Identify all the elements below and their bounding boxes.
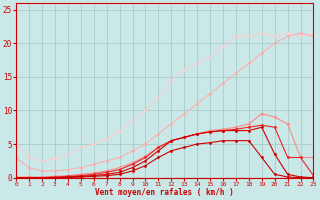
X-axis label: Vent moyen/en rafales ( km/h ): Vent moyen/en rafales ( km/h ): [95, 188, 234, 197]
